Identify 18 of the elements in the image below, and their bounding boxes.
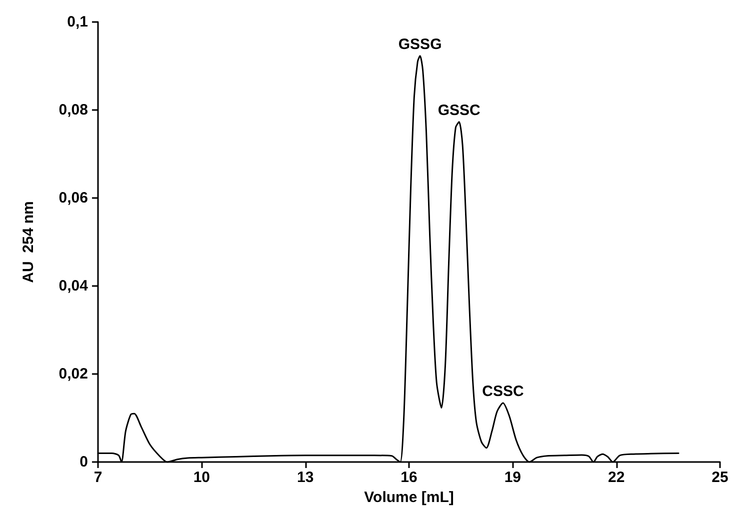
y-tick-label: 0,08 — [58, 102, 88, 118]
x-tick-label: 10 — [193, 469, 210, 486]
annotation: GSSC — [438, 102, 481, 119]
annotation: GSSG — [398, 36, 442, 53]
x-tick-label: 13 — [296, 469, 314, 486]
y-tick-label: 0,1 — [67, 14, 88, 30]
x-tick-label: 19 — [504, 469, 522, 486]
y-axis-title: AU 254 nm — [20, 201, 37, 283]
annotation: CSSC — [482, 383, 524, 400]
x-tick-label: 25 — [712, 469, 728, 486]
y-tick-label: 0,06 — [58, 190, 88, 206]
y-tick-label: 0 — [80, 454, 88, 470]
x-tick-label: 22 — [608, 469, 625, 486]
x-axis-title: Volume [mL] — [364, 488, 454, 506]
y-tick-label: 0,04 — [58, 278, 89, 294]
x-tick-label: 7 — [94, 469, 102, 486]
y-tick-label: 0,02 — [58, 366, 88, 382]
x-tick-label: 16 — [400, 469, 418, 486]
